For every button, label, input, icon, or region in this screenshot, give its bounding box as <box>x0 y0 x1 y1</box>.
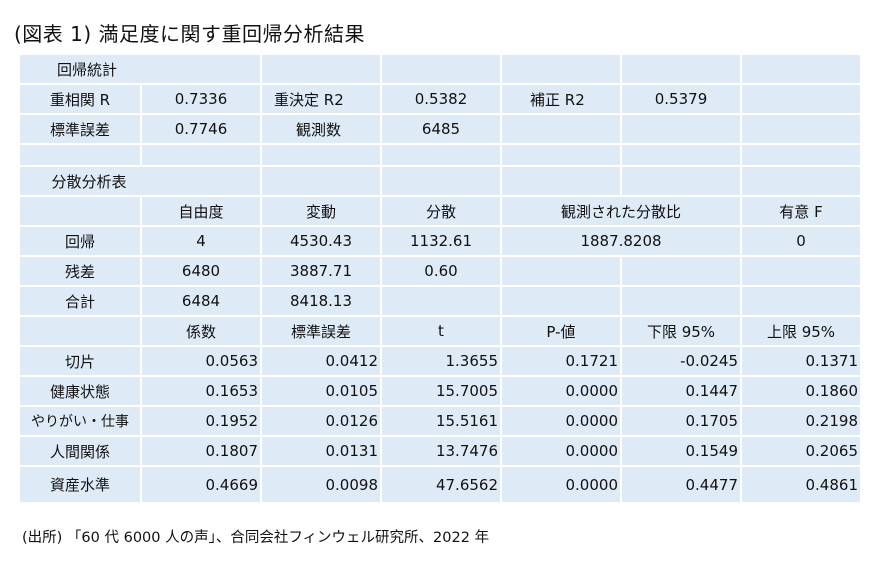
anova-row-label: 残差 <box>20 257 140 285</box>
coef-p: 0.1721 <box>502 347 620 375</box>
r2-value: 0.5382 <box>382 85 500 113</box>
coef-value: 0.0563 <box>142 347 260 375</box>
multiple-r-value: 0.7336 <box>142 85 260 113</box>
coef-row-label: 資産水準 <box>20 467 140 502</box>
anova-residual-row: 残差 6480 3887.71 0.60 <box>20 257 860 285</box>
coef-lower: -0.0245 <box>622 347 740 375</box>
coef-row-health: 健康状態 0.1653 0.0105 15.7005 0.0000 0.1447… <box>20 377 860 405</box>
coef-row-assets: 資産水準 0.4669 0.0098 47.6562 0.0000 0.4477… <box>20 467 860 502</box>
observations-value: 6485 <box>382 115 500 143</box>
anova-row-label: 合計 <box>20 287 140 315</box>
std-error-row: 標準誤差 0.7746 観測数 6485 <box>20 115 860 143</box>
coef-lower: 0.1705 <box>622 407 740 435</box>
std-error-value: 0.7746 <box>142 115 260 143</box>
page-title: (図表 1) 満足度に関す重回帰分析結果 <box>14 22 366 46</box>
coef-row-label: 人間関係 <box>20 437 140 465</box>
coef-lower: 0.1549 <box>622 437 740 465</box>
coef-col-p: P-値 <box>502 317 620 345</box>
anova-col-sig-f: 有意 F <box>742 197 860 225</box>
coef-se: 0.0105 <box>262 377 380 405</box>
regression-stats-header-row: 回帰統計 <box>20 55 860 83</box>
coef-lower: 0.1447 <box>622 377 740 405</box>
anova-row-label: 回帰 <box>20 227 140 255</box>
source-note: (出所) 「60 代 6000 人の声」、合同会社フィンウェル研究所、2022 … <box>22 530 490 546</box>
coef-t: 15.7005 <box>382 377 500 405</box>
coef-col-se: 標準誤差 <box>262 317 380 345</box>
coef-value: 0.4669 <box>142 467 260 502</box>
coef-value: 0.1807 <box>142 437 260 465</box>
anova-columns-row: 自由度 変動 分散 観測された分散比 有意 F <box>20 197 860 225</box>
coef-p: 0.0000 <box>502 407 620 435</box>
anova-total-row: 合計 6484 8418.13 <box>20 287 860 315</box>
coef-columns-row: 係数 標準誤差 t P-値 下限 95% 上限 95% <box>20 317 860 345</box>
multiple-r-label: 重相関 R <box>20 85 140 113</box>
anova-df: 6480 <box>142 257 260 285</box>
coef-se: 0.0131 <box>262 437 380 465</box>
anova-ms: 1132.61 <box>382 227 500 255</box>
anova-ss: 8418.13 <box>262 287 380 315</box>
regression-results-table: 回帰統計 重相関 R 0.7336 重決定 R2 0.5382 補正 R2 0.… <box>18 53 862 504</box>
coef-t: 13.7476 <box>382 437 500 465</box>
anova-regression-row: 回帰 4 4530.43 1132.61 1887.8208 0 <box>20 227 860 255</box>
coef-row-label: 健康状態 <box>20 377 140 405</box>
anova-sig-f: 0 <box>742 227 860 255</box>
anova-col-ss: 変動 <box>262 197 380 225</box>
coef-col-lower: 下限 95% <box>622 317 740 345</box>
coef-row-label: 切片 <box>20 347 140 375</box>
coef-row-label: やりがい・仕事 <box>20 407 140 435</box>
coef-upper: 0.4861 <box>742 467 860 502</box>
anova-ms: 0.60 <box>382 257 500 285</box>
coef-upper: 0.2065 <box>742 437 860 465</box>
anova-header-row: 分散分析表 <box>20 167 860 195</box>
coef-p: 0.0000 <box>502 437 620 465</box>
anova-col-df: 自由度 <box>142 197 260 225</box>
std-error-label: 標準誤差 <box>20 115 140 143</box>
anova-ss: 3887.71 <box>262 257 380 285</box>
multiple-r-row: 重相関 R 0.7336 重決定 R2 0.5382 補正 R2 0.5379 <box>20 85 860 113</box>
coef-p: 0.0000 <box>502 467 620 502</box>
coef-col-t: t <box>382 317 500 345</box>
anova-ss: 4530.43 <box>262 227 380 255</box>
coef-t: 47.6562 <box>382 467 500 502</box>
anova-col-ms: 分散 <box>382 197 500 225</box>
adj-r2-value: 0.5379 <box>622 85 740 113</box>
coef-col-upper: 上限 95% <box>742 317 860 345</box>
anova-col-f: 観測された分散比 <box>502 197 740 225</box>
coef-value: 0.1653 <box>142 377 260 405</box>
coef-se: 0.0098 <box>262 467 380 502</box>
coef-upper: 0.2198 <box>742 407 860 435</box>
anova-df: 6484 <box>142 287 260 315</box>
coef-t: 15.5161 <box>382 407 500 435</box>
coef-upper: 0.1371 <box>742 347 860 375</box>
coef-value: 0.1952 <box>142 407 260 435</box>
coef-lower: 0.4477 <box>622 467 740 502</box>
coef-row-intercept: 切片 0.0563 0.0412 1.3655 0.1721 -0.0245 0… <box>20 347 860 375</box>
anova-f: 1887.8208 <box>502 227 740 255</box>
coef-se: 0.0412 <box>262 347 380 375</box>
spacer-row <box>20 145 860 165</box>
anova-header: 分散分析表 <box>20 167 260 195</box>
coef-row-relationships: 人間関係 0.1807 0.0131 13.7476 0.0000 0.1549… <box>20 437 860 465</box>
coef-row-work: やりがい・仕事 0.1952 0.0126 15.5161 0.0000 0.1… <box>20 407 860 435</box>
coef-p: 0.0000 <box>502 377 620 405</box>
observations-label: 観測数 <box>262 115 380 143</box>
coef-se: 0.0126 <box>262 407 380 435</box>
coef-upper: 0.1860 <box>742 377 860 405</box>
r2-label: 重決定 R2 <box>262 85 380 113</box>
anova-df: 4 <box>142 227 260 255</box>
regression-stats-header: 回帰統計 <box>20 55 260 83</box>
coef-col-coef: 係数 <box>142 317 260 345</box>
coef-t: 1.3655 <box>382 347 500 375</box>
adj-r2-label: 補正 R2 <box>502 85 620 113</box>
